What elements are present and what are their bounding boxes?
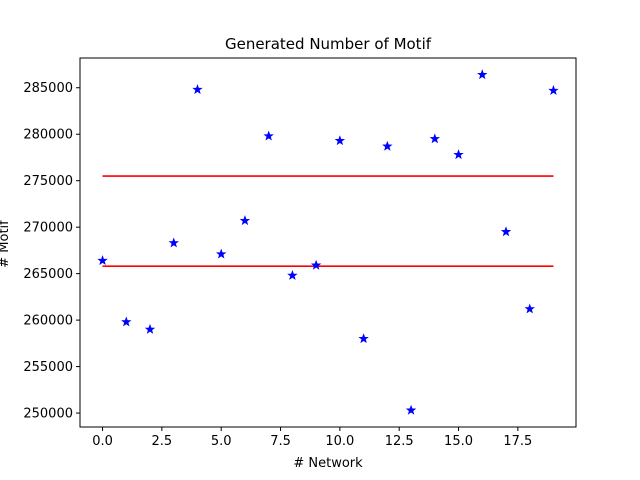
- y-tick-label: 285000: [23, 81, 73, 96]
- data-point: [334, 135, 346, 146]
- data-point: [168, 237, 179, 248]
- x-tick-label: 12.5: [385, 434, 414, 449]
- x-axis-ticks: 0.0 2.5 5.0 7.5 10.0 12.5 15.0 17.5: [92, 427, 532, 449]
- chart-title: Generated Number of Motif: [225, 35, 432, 53]
- data-point: [121, 316, 132, 327]
- data-point: [382, 140, 393, 151]
- data-point: [358, 333, 369, 344]
- x-tick-label: 10.0: [325, 434, 354, 449]
- data-point: [192, 84, 203, 95]
- data-point: [215, 248, 227, 259]
- y-tick-label: 270000: [23, 221, 73, 236]
- data-point: [239, 215, 251, 226]
- data-point: [524, 303, 535, 314]
- data-point: [500, 226, 512, 237]
- x-tick-label: 2.5: [152, 434, 173, 449]
- data-point: [405, 404, 417, 415]
- data-point: [429, 133, 441, 144]
- x-tick-label: 0.0: [92, 434, 113, 449]
- y-tick-label: 280000: [23, 128, 73, 143]
- plot-area: [79, 57, 577, 428]
- x-tick-label: 17.5: [503, 434, 532, 449]
- y-tick-label: 255000: [23, 360, 73, 375]
- data-point: [97, 255, 108, 266]
- x-tick-label: 15.0: [444, 434, 473, 449]
- x-axis-label: # Network: [293, 456, 363, 471]
- data-point: [287, 270, 298, 280]
- data-point: [310, 259, 322, 270]
- x-tick-label: 5.0: [211, 434, 232, 449]
- y-tick-label: 260000: [23, 314, 73, 329]
- data-point: [453, 149, 464, 160]
- x-tick-label: 7.5: [270, 434, 291, 449]
- data-point: [144, 323, 156, 334]
- y-axis-label: # Motif: [0, 220, 12, 268]
- y-tick-label: 265000: [23, 267, 73, 282]
- y-axis-ticks: 250000 255000 260000 265000 270000 275000 2800…: [23, 81, 80, 422]
- data-point: [263, 130, 274, 141]
- axes-frame: [79, 57, 577, 428]
- data-point: [477, 69, 488, 80]
- y-tick-label: 275000: [23, 174, 73, 189]
- data-point: [548, 85, 559, 95]
- y-tick-label: 250000: [23, 407, 73, 422]
